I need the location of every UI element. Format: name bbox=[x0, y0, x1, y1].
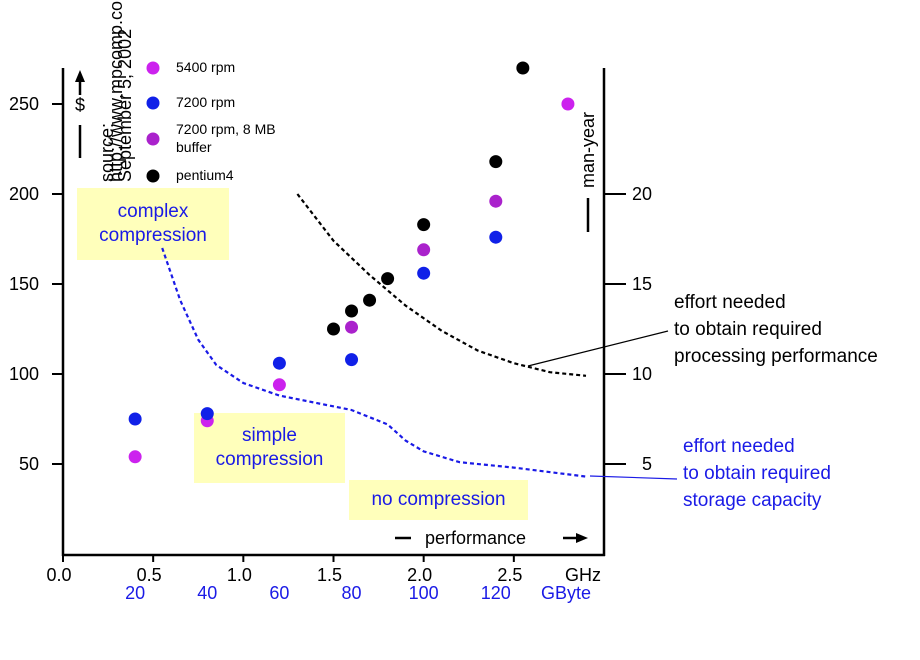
annotation-line: processing performance bbox=[674, 346, 878, 367]
point bbox=[128, 450, 142, 464]
x-tick-label: 0.0 bbox=[46, 565, 71, 585]
annotation: effort needed to obtain required processin… bbox=[674, 289, 878, 370]
legend-marker bbox=[146, 61, 160, 75]
arrow-head bbox=[576, 533, 588, 543]
annotation-line: to obtain required bbox=[683, 463, 831, 484]
x2-tick-label: 120 bbox=[481, 583, 511, 603]
source-note: September 5, 2002 bbox=[115, 29, 135, 182]
point bbox=[272, 378, 286, 392]
leader-line bbox=[589, 475, 678, 480]
x2-tick-label: 40 bbox=[197, 583, 217, 603]
source-note: http://www.mpcomp.com/ bbox=[106, 0, 126, 182]
point bbox=[345, 320, 359, 334]
point bbox=[128, 412, 142, 426]
annotation-line: compression bbox=[99, 225, 207, 246]
legend-label: 7200 rpm, 8 MB buffer bbox=[176, 121, 276, 155]
x-tick-label: 2.5 bbox=[497, 565, 522, 585]
point bbox=[345, 304, 359, 318]
annotation: effort needed to obtain required storage c… bbox=[683, 433, 831, 514]
annotation-line: simple bbox=[242, 425, 297, 446]
source-note: source: bbox=[97, 123, 117, 182]
x-tick-label: 2.0 bbox=[407, 565, 432, 585]
annotation-box: no compression bbox=[349, 480, 528, 520]
leader-line bbox=[527, 330, 669, 367]
x2-unit: GByte bbox=[541, 583, 591, 603]
y-tick-label: 250 bbox=[9, 94, 39, 114]
arrow-head bbox=[75, 70, 85, 82]
x-tick-label: 1.5 bbox=[317, 565, 342, 585]
x2-tick-label: 100 bbox=[409, 583, 439, 603]
y-tick-label: 50 bbox=[19, 454, 39, 474]
annotation-line: complex bbox=[117, 201, 189, 222]
point bbox=[489, 230, 503, 244]
y2-tick-label: 5 bbox=[642, 454, 652, 474]
y2-tick-label: 20 bbox=[632, 184, 652, 204]
y-tick-label: 200 bbox=[9, 184, 39, 204]
y2-tick-label: 15 bbox=[632, 274, 652, 294]
point bbox=[272, 356, 286, 370]
legend-marker bbox=[146, 132, 160, 146]
annotation-line: effort needed bbox=[674, 292, 786, 313]
x-axis-label: performance bbox=[425, 528, 526, 548]
point bbox=[417, 266, 431, 280]
x-tick-label: 1.0 bbox=[227, 565, 252, 585]
point bbox=[489, 194, 503, 208]
x-tick-label: 0.5 bbox=[137, 565, 162, 585]
annotation-line: to obtain required bbox=[674, 319, 822, 340]
point bbox=[345, 353, 359, 367]
point bbox=[516, 61, 530, 75]
point bbox=[327, 322, 340, 336]
y2-tick-label: 10 bbox=[632, 364, 652, 384]
annotation-line: no compression bbox=[371, 489, 506, 510]
y-tick-label: 150 bbox=[9, 274, 39, 294]
legend-marker bbox=[146, 169, 160, 183]
y-tick-label: 100 bbox=[9, 364, 39, 384]
curve bbox=[296, 193, 587, 377]
annotation-line: storage capacity bbox=[683, 490, 822, 511]
x-unit: GHz bbox=[565, 565, 601, 585]
point bbox=[417, 218, 431, 232]
annotation-box: simple compression bbox=[194, 413, 345, 483]
legend-label: 7200 rpm bbox=[176, 94, 236, 110]
y-axis-label: $ bbox=[75, 95, 85, 115]
legend-marker bbox=[146, 96, 160, 110]
legend-label: pentium4 bbox=[176, 167, 234, 183]
legend-label: 5400 rpm bbox=[176, 59, 236, 75]
x2-tick-label: 20 bbox=[125, 583, 145, 603]
point bbox=[489, 155, 503, 169]
annotation-line: effort needed bbox=[683, 436, 795, 457]
point bbox=[561, 97, 575, 111]
y2-axis-label: man-year bbox=[578, 112, 598, 188]
point bbox=[363, 293, 377, 307]
point bbox=[381, 272, 395, 286]
annotation-line: compression bbox=[215, 449, 324, 470]
point bbox=[417, 243, 431, 257]
annotation-box: complex compression bbox=[77, 188, 229, 260]
x2-tick-label: 80 bbox=[342, 583, 362, 603]
x2-tick-label: 60 bbox=[269, 583, 289, 603]
